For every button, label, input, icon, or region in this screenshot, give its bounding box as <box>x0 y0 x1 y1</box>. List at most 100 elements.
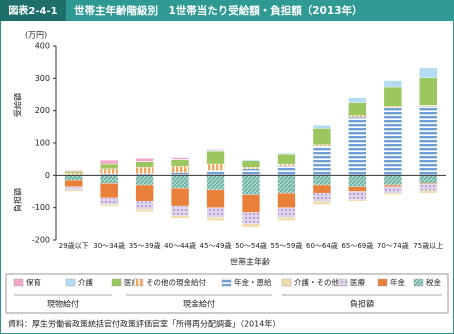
x-tick-label: 40～44歳 <box>164 241 196 250</box>
bar-segment <box>419 190 438 194</box>
bar-segment <box>171 205 190 216</box>
bar-segment <box>206 163 225 171</box>
bar-segment <box>312 192 331 202</box>
y-tick-label: 0 <box>45 171 50 180</box>
x-tick-label: 65～69歳 <box>341 241 373 250</box>
bar-segment <box>64 172 83 175</box>
y-unit: (万円) <box>25 31 47 40</box>
legend-label: 年金 <box>390 277 405 287</box>
bar-segment <box>419 77 438 106</box>
y-tick-label: 200 <box>35 106 50 115</box>
bar-segment <box>277 217 296 221</box>
bar-segment <box>383 86 402 107</box>
bar-segment <box>419 67 438 78</box>
legend-group: 現物給付 <box>47 299 79 309</box>
bar-segment <box>206 189 225 208</box>
bar-segment <box>383 186 402 194</box>
legend-label: その他の現金給付 <box>146 277 206 287</box>
bar-segment <box>277 163 296 166</box>
bar-segment <box>277 154 296 165</box>
bar-segment <box>383 80 402 88</box>
figure-label-box <box>0 0 66 21</box>
bar-segment <box>419 184 438 192</box>
bar-segment <box>348 116 367 176</box>
bar-segment <box>100 163 119 170</box>
bar-segment <box>312 144 331 147</box>
bar-segment <box>277 207 296 218</box>
legend-label: 税金 <box>426 277 441 287</box>
x-tick-label: 30～34歳 <box>93 241 125 250</box>
chart-title: 世帯主年齢階級別 1世帯当たり受給額・負担額（2013年） <box>74 4 363 17</box>
x-tick-label: 29歳以下 <box>59 241 89 250</box>
legend-swatch <box>13 278 24 287</box>
bar-segment <box>171 159 190 167</box>
bar-segment <box>241 167 261 170</box>
bar-segment <box>277 165 296 176</box>
legend-swatch <box>413 278 424 287</box>
bar-segment <box>419 175 438 184</box>
legend-swatch <box>281 278 292 287</box>
bar-segment <box>383 175 402 186</box>
legend-swatch <box>111 278 122 287</box>
bar-segment <box>100 168 119 174</box>
bar-segment <box>135 161 154 168</box>
bar-segment <box>64 186 83 191</box>
x-tick-label: 35～39歳 <box>129 241 161 250</box>
bar-segment <box>419 105 438 176</box>
bar-segment <box>171 188 190 207</box>
bar-segment <box>241 223 261 228</box>
legend-swatch <box>221 278 232 287</box>
bar-segment <box>312 175 331 186</box>
bar-segment <box>348 115 367 118</box>
bar-segment <box>348 102 367 116</box>
bar-segment <box>64 180 83 187</box>
bar-segment <box>383 107 402 176</box>
bar-segment <box>312 146 331 176</box>
y-tick-label: 400 <box>35 42 50 51</box>
header-bar <box>0 0 454 21</box>
y-tick-label: 100 <box>35 139 50 148</box>
bar-segment <box>383 184 402 187</box>
legend-swatch <box>133 278 144 287</box>
bar-segment <box>241 160 261 168</box>
bar-segment <box>135 201 154 210</box>
legend-label: 医療 <box>124 277 139 287</box>
bar-segment <box>383 192 402 195</box>
bar-segment <box>206 175 225 191</box>
legend-label: 医療 <box>350 277 365 287</box>
bar-segment <box>312 184 331 194</box>
legend-swatch <box>337 278 348 287</box>
bar-segment <box>277 175 296 194</box>
y-tick-label: -100 <box>32 203 50 212</box>
bar-segment <box>312 125 331 129</box>
bar-segment <box>64 189 83 192</box>
y-tick-label: -200 <box>32 236 50 245</box>
bar-segment <box>100 197 119 205</box>
bar-segment <box>348 186 367 192</box>
x-axis-title: 世帯主年齢 <box>230 257 270 267</box>
bar-segment <box>241 168 261 176</box>
x-tick-label: 75歳以上 <box>413 241 443 250</box>
bar-segment <box>348 191 367 200</box>
bar-segment <box>206 149 225 151</box>
bar-segment <box>206 217 225 221</box>
bar-segment <box>241 194 261 213</box>
x-tick-label: 55～59歳 <box>271 241 303 250</box>
bar-segment <box>312 128 331 145</box>
x-tick-label: 60～64歳 <box>306 241 338 250</box>
x-tick-label: 45～49歳 <box>200 241 232 250</box>
bar-segment <box>171 166 190 173</box>
bar-segment <box>241 159 261 161</box>
bar-segment <box>64 170 83 172</box>
bar-segment <box>348 199 367 202</box>
y-label-negative: 負担額 <box>13 188 23 212</box>
x-tick-label: 70～74歳 <box>377 241 409 250</box>
bar-segment <box>171 215 190 219</box>
bar-segment <box>206 207 225 218</box>
bar-segment <box>312 201 331 205</box>
legend-group: 負担額 <box>350 299 374 309</box>
bar-segment <box>277 153 296 155</box>
bar-segment <box>100 183 119 199</box>
legend-swatch <box>65 278 76 287</box>
